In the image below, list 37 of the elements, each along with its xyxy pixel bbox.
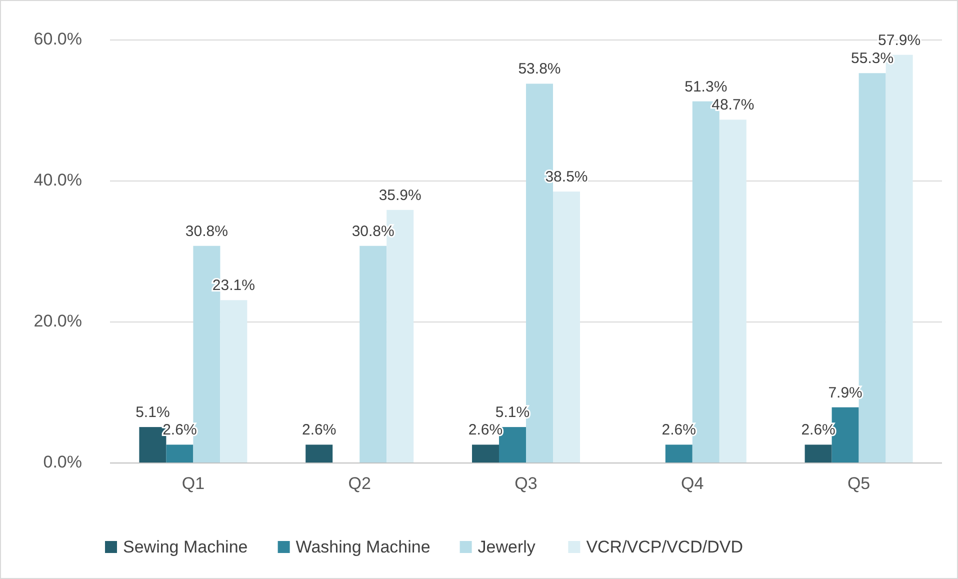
legend-label: Sewing Machine <box>123 537 248 556</box>
bar <box>360 246 387 463</box>
legend-label: VCR/VCP/VCD/DVD <box>586 537 744 556</box>
data-label: 5.1% <box>136 404 170 422</box>
x-tick-label: Q5 <box>847 474 870 493</box>
data-label: 2.6% <box>302 422 336 439</box>
data-label: 2.6% <box>662 422 696 439</box>
data-label: 5.1% <box>495 404 530 422</box>
data-label: 35.9% <box>378 186 422 204</box>
bar <box>166 444 194 463</box>
data-label: 48.7% <box>712 96 754 114</box>
data-label: 7.9% <box>828 384 862 402</box>
bar <box>804 444 832 463</box>
data-label: 30.8% <box>352 222 394 240</box>
y-tick-label: 20.0% <box>34 311 82 330</box>
bar <box>472 444 499 463</box>
y-tick-label: 0.0% <box>43 452 82 472</box>
y-tick-label: 60.0% <box>34 29 82 48</box>
legend-label: Jewerly <box>478 537 536 556</box>
data-label: 30.8% <box>185 222 228 240</box>
x-tick-label: Q4 <box>681 474 704 493</box>
bar <box>220 300 248 463</box>
data-label: 38.5% <box>545 168 588 186</box>
y-tick-label: 40.0% <box>34 170 82 190</box>
bar <box>306 444 333 463</box>
bar <box>665 444 692 463</box>
x-tick-label: Q2 <box>348 474 371 493</box>
bar <box>553 192 580 463</box>
legend-label: Washing Machine <box>296 537 430 556</box>
data-label: 53.8% <box>518 60 561 78</box>
data-label: 55.3% <box>851 50 894 68</box>
data-label: 51.3% <box>684 78 728 96</box>
data-label: 23.1% <box>212 277 255 294</box>
x-tick-label: Q3 <box>514 474 538 493</box>
bar <box>719 120 746 463</box>
x-tick-label: Q1 <box>182 474 205 493</box>
data-label: 57.9% <box>878 32 921 49</box>
